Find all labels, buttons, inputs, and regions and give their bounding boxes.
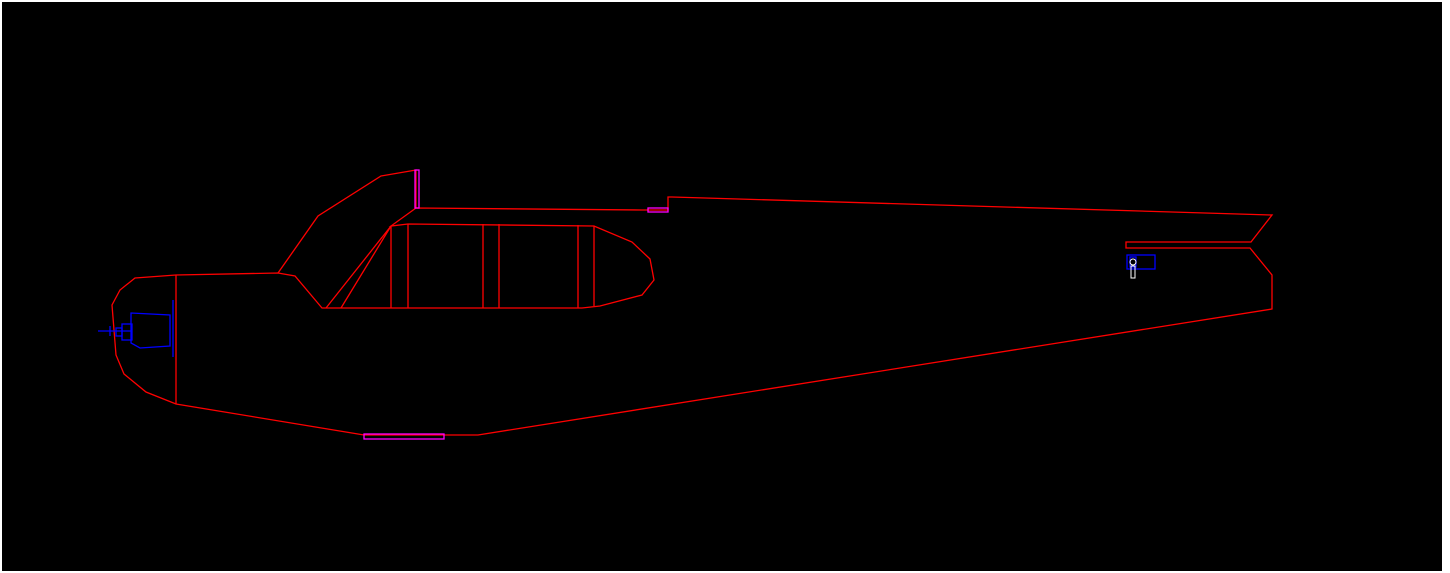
wing-fitting-top bbox=[647, 207, 669, 213]
fuselage-outline bbox=[111, 196, 1274, 436]
servo-body bbox=[1126, 254, 1156, 270]
servo-horn bbox=[1129, 258, 1137, 266]
cockpit-brace-1 bbox=[340, 225, 392, 309]
tail-servo bbox=[1126, 254, 1156, 279]
wing-fitting-bottom bbox=[363, 433, 445, 440]
canopy-outline bbox=[277, 169, 417, 274]
cockpit-brace-2 bbox=[325, 225, 392, 309]
engine-body bbox=[130, 312, 171, 349]
engine-hub bbox=[115, 327, 123, 337]
servo-arm bbox=[1130, 265, 1136, 279]
engine-assembly bbox=[98, 300, 174, 357]
canopy-fitting bbox=[414, 169, 420, 209]
